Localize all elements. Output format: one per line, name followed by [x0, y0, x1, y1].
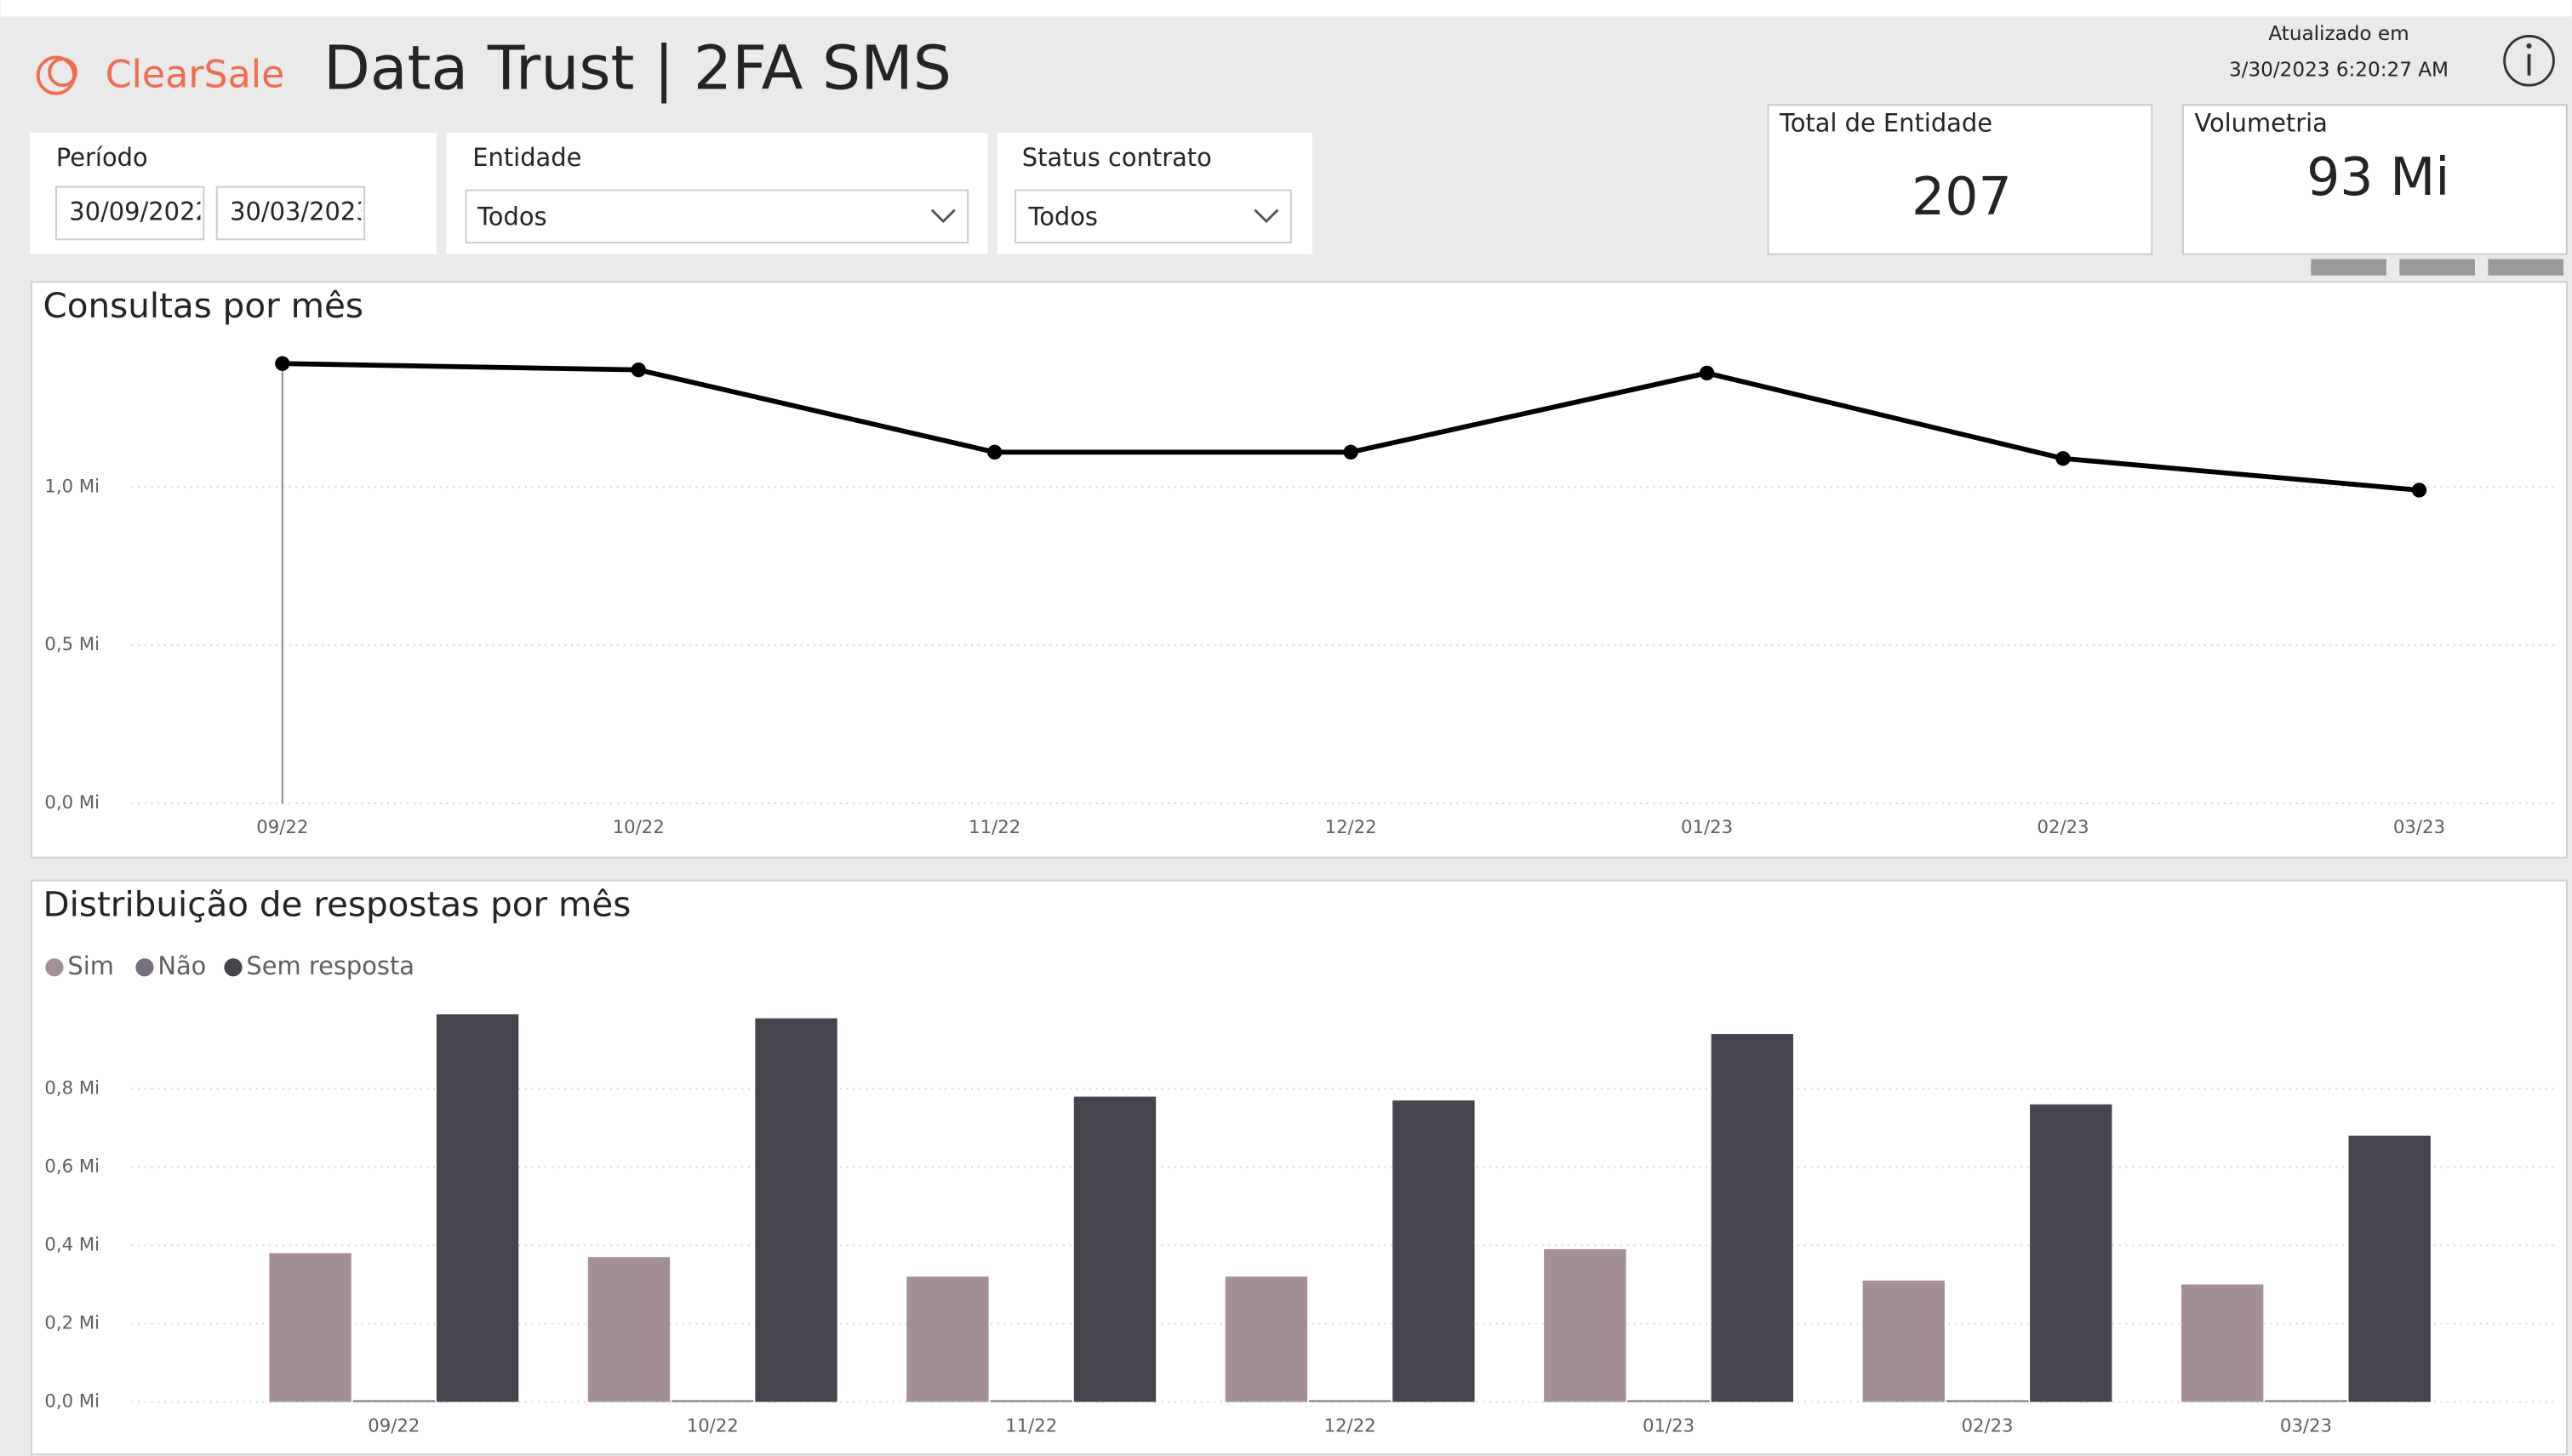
bar — [587, 1257, 671, 1402]
legend-label: Não — [157, 951, 206, 980]
y-tick-label: 0,0 Mi — [44, 791, 100, 813]
point — [1699, 365, 1715, 381]
x-tick-label: 10/22 — [613, 816, 665, 837]
bar — [755, 1018, 837, 1402]
bar — [1544, 1249, 1626, 1402]
toolbar-button[interactable] — [2488, 259, 2563, 276]
point — [2411, 482, 2427, 498]
bar — [1711, 1034, 1793, 1402]
updated-label: Atualizado em — [2268, 23, 2409, 45]
y-tick-label: 0,0 Mi — [44, 1390, 100, 1411]
date-input[interactable] — [215, 186, 366, 241]
bar — [1225, 1276, 1308, 1402]
dropdown-value: Todos — [1027, 202, 1097, 231]
dropdown-value: Todos — [477, 202, 546, 231]
bar — [672, 1400, 754, 1402]
info-button[interactable] — [2503, 34, 2555, 87]
chevron — [1254, 208, 1279, 224]
chevron — [930, 208, 956, 224]
bar — [2180, 1284, 2264, 1402]
toolbar-button[interactable] — [2311, 259, 2386, 276]
x-tick-label: 03/23 — [2393, 816, 2445, 837]
legend-swatch — [224, 958, 243, 977]
bar — [990, 1400, 1072, 1402]
bar — [1862, 1280, 1945, 1402]
legend-label: Sim — [67, 951, 114, 980]
x-tick-label: 12/22 — [1324, 1414, 1376, 1436]
filter-label: Período — [56, 143, 148, 172]
card — [1767, 104, 2153, 255]
x-tick-label: 01/23 — [1681, 816, 1733, 837]
point — [631, 362, 646, 378]
y-tick-label: 1,0 Mi — [44, 475, 100, 496]
card-value: 207 — [1912, 166, 2012, 227]
bar — [2030, 1104, 2112, 1402]
y-tick-label: 0,2 Mi — [44, 1311, 100, 1333]
bar — [1627, 1400, 1710, 1402]
chart-title: Distribuição de respostas por mês — [43, 884, 631, 925]
point — [1343, 444, 1358, 460]
point — [275, 356, 290, 371]
x-tick-label: 11/22 — [969, 816, 1020, 837]
bar — [1073, 1096, 1157, 1402]
legend-label: Sem resposta — [246, 951, 414, 980]
x-tick-label: 01/23 — [1643, 1414, 1695, 1436]
y-tick-label: 0,8 Mi — [44, 1076, 100, 1098]
bar — [1308, 1400, 1392, 1402]
bar — [2265, 1400, 2347, 1402]
bar — [269, 1253, 352, 1402]
y-tick-label: 0,4 Mi — [44, 1233, 100, 1254]
bar — [2348, 1135, 2431, 1402]
card-label: Total de Entidade — [1779, 108, 1992, 137]
point — [2055, 451, 2071, 466]
legend-swatch — [45, 958, 64, 977]
updated-value: 3/30/2023 6:20:27 AM — [2229, 59, 2449, 81]
card-value: 93 Mi — [2306, 146, 2449, 208]
x-tick-label: 11/22 — [1005, 1414, 1057, 1436]
bar — [436, 1014, 519, 1402]
card-label: Volumetria — [2194, 108, 2327, 137]
date-value: 30/09/2022 — [69, 197, 211, 226]
dropdown[interactable] — [1015, 189, 1292, 244]
date-value: 30/03/2023 — [230, 197, 372, 226]
x-tick-label: 09/22 — [368, 1414, 420, 1436]
x-tick-label: 02/23 — [2037, 816, 2089, 837]
logo: ClearSale — [106, 54, 285, 97]
x-tick-label: 12/22 — [1325, 816, 1377, 837]
card — [2181, 104, 2568, 255]
bar — [1946, 1400, 2029, 1402]
toolbar-button[interactable] — [2399, 259, 2475, 276]
bar — [352, 1400, 435, 1402]
x-tick-label: 02/23 — [1961, 1414, 2013, 1436]
x-tick-label: 03/23 — [2280, 1414, 2332, 1436]
page-title: Data Trust | 2FA SMS — [323, 32, 952, 104]
chart-panel — [31, 281, 2568, 859]
bar — [906, 1276, 989, 1402]
dropdown[interactable] — [465, 189, 969, 244]
top-strip — [0, 0, 2572, 17]
filter-label: Entidade — [472, 143, 581, 172]
legend-swatch — [135, 958, 154, 977]
filter-label: Status contrato — [1022, 143, 1212, 172]
point — [987, 444, 1003, 460]
date-input[interactable] — [54, 186, 205, 241]
y-tick-label: 0,6 Mi — [44, 1155, 100, 1176]
x-tick-label: 10/22 — [687, 1414, 739, 1436]
bar — [1392, 1100, 1475, 1402]
x-tick-label: 09/22 — [256, 816, 308, 837]
y-tick-label: 0,5 Mi — [44, 633, 100, 654]
chart-title: Consultas por mês — [43, 285, 363, 326]
logo-icon — [36, 55, 77, 95]
